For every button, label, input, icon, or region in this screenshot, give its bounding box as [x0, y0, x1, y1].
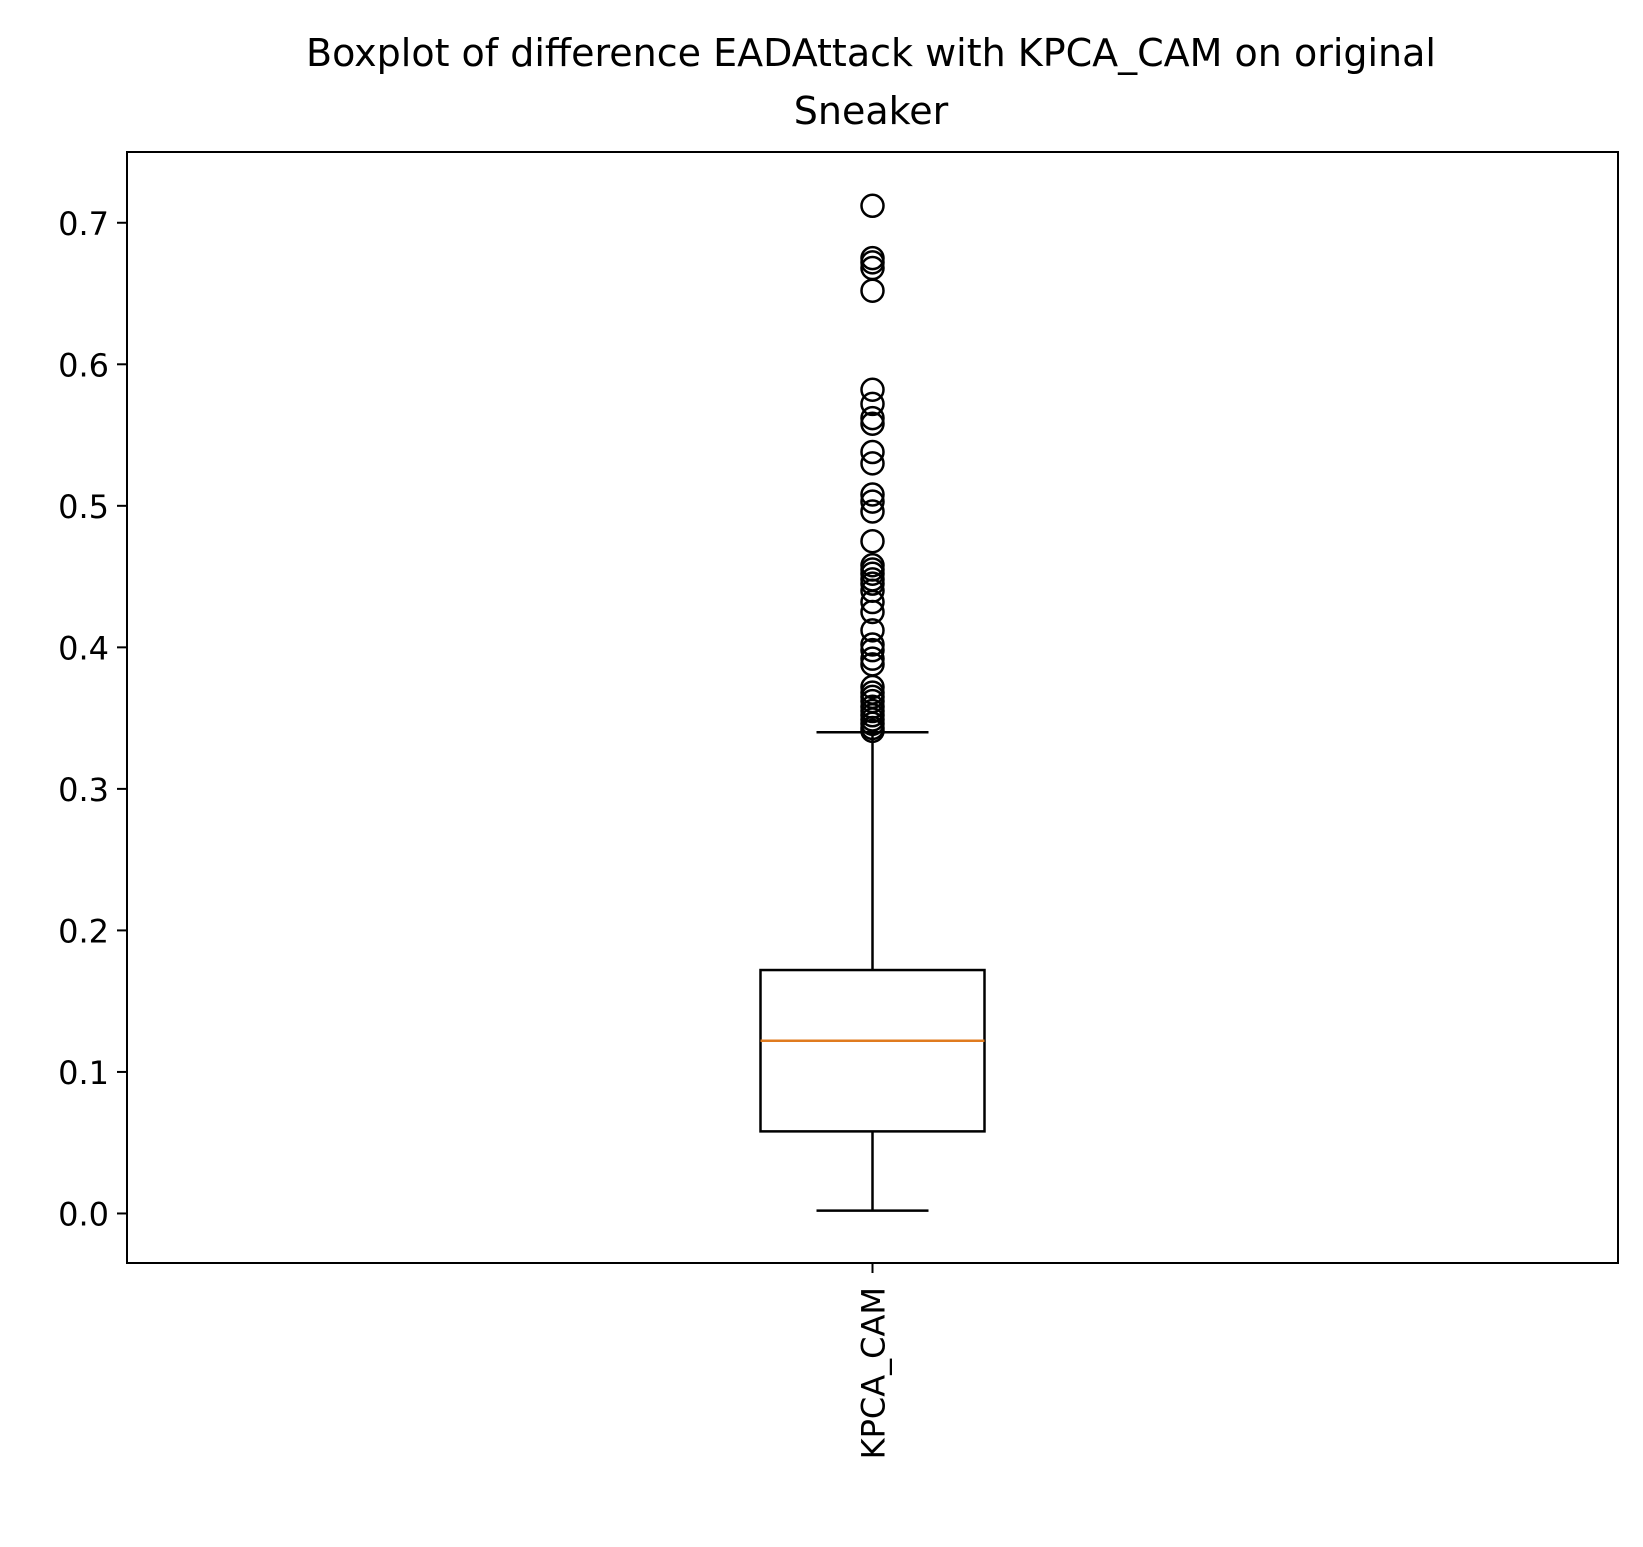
x-tick-label: KPCA_CAM	[855, 1287, 893, 1459]
y-tick-label: 0.6	[58, 346, 109, 384]
y-tick-label: 0.7	[58, 205, 109, 243]
iqr-box	[759, 968, 986, 1133]
outlier-point	[860, 589, 885, 615]
outlier-point	[860, 632, 885, 657]
outlier-point	[860, 482, 885, 507]
y-tick-label: 0.2	[58, 912, 109, 950]
y-tick-label: 0.4	[58, 629, 109, 667]
outlier-point	[860, 571, 885, 596]
outlier-point	[860, 250, 885, 275]
outlier-point	[860, 489, 885, 514]
outlier-point	[860, 674, 885, 700]
outlier-point	[860, 411, 885, 436]
y-tick-label: 0.5	[58, 488, 109, 526]
y-tick-label: 0.3	[58, 771, 109, 809]
plot-area: 0.0 0.1 0.2 0.3 0.4 0.5 0.6 0.7 KPCA_CAM	[58, 151, 1619, 1459]
outlier-point	[860, 599, 885, 625]
outlier-point	[860, 377, 885, 403]
chart-title-line-2: Sneaker	[794, 89, 949, 133]
outlier-point	[860, 499, 885, 524]
outlier-point	[860, 391, 885, 417]
outlier-point	[860, 637, 885, 663]
outlier-point	[860, 193, 885, 219]
outlier-point	[860, 451, 885, 476]
chart-title-line-1: Boxplot of difference EADAttack with KPC…	[306, 31, 1436, 75]
outlier-point	[860, 439, 885, 465]
outlier-point	[860, 278, 885, 303]
outlier-point	[860, 646, 885, 671]
y-tick-label: 0.1	[58, 1054, 109, 1092]
outlier-point	[860, 528, 885, 554]
outlier-point	[860, 618, 885, 643]
outlier-point	[860, 561, 885, 587]
y-tick-label: 0.0	[58, 1195, 109, 1233]
outlier-point	[860, 405, 885, 431]
outlier-point	[860, 718, 885, 744]
